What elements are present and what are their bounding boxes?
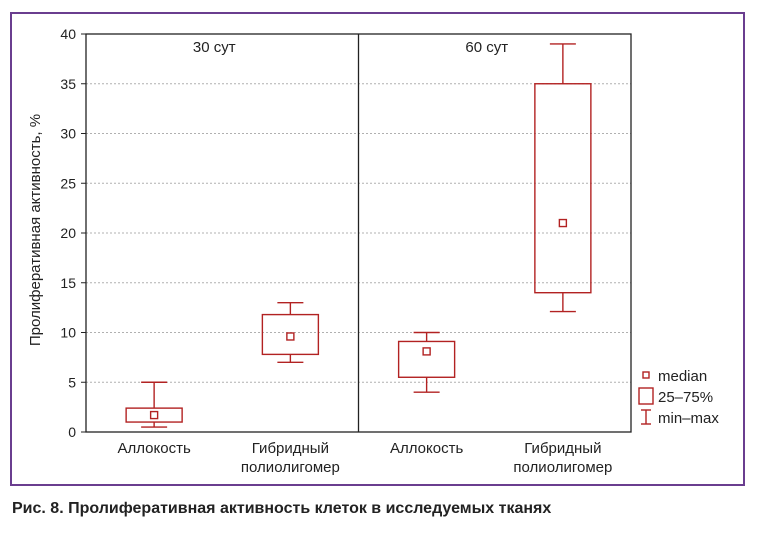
- legend-whisker-label: min–max: [658, 410, 719, 427]
- x-tick-label: Аллокость: [390, 440, 463, 457]
- iqr-box: [397, 340, 456, 378]
- y-tick-label: 15: [60, 275, 76, 291]
- iqr-box: [261, 313, 320, 356]
- median-marker: [286, 332, 295, 341]
- y-tick-label: 40: [60, 26, 76, 42]
- iqr-box: [534, 83, 592, 294]
- x-tick-label: Гибридный: [252, 440, 329, 457]
- y-tick-label: 0: [68, 424, 76, 440]
- median-marker: [149, 410, 159, 420]
- y-tick-label: 25: [60, 175, 76, 191]
- figure-caption: Рис. 8. Пролиферативная активность клето…: [12, 500, 552, 517]
- legend-box-label: 25–75%: [658, 389, 713, 406]
- legend-median-label: median: [658, 368, 707, 385]
- panel-title: 60 сут: [465, 39, 508, 56]
- legend-box-symbol: [638, 387, 654, 405]
- x-tick-label: полиолигомер: [241, 459, 340, 476]
- y-tick-label: 35: [60, 76, 76, 92]
- x-tick-label: Гибридный: [524, 440, 601, 457]
- y-tick-label: 5: [68, 374, 76, 390]
- figure-frame: [10, 12, 745, 486]
- boxplot-chart: 30 сут 60 сут 0 5 10 15 20 25 30 35 40 Аллокость Ги…: [27, 26, 719, 476]
- y-axis-label: Пролиферативная активность, %: [27, 114, 44, 346]
- x-tick-label: Аллокость: [117, 440, 190, 457]
- panel-title: 30 сут: [193, 39, 236, 56]
- median-marker: [422, 347, 431, 356]
- x-tick-label: полиолигомер: [513, 459, 612, 476]
- iqr-box: [125, 407, 183, 423]
- y-tick-label: 20: [60, 225, 76, 241]
- y-tick-label: 10: [60, 325, 76, 341]
- legend-median-symbol: [642, 371, 650, 379]
- median-marker: [558, 218, 568, 228]
- y-tick-label: 30: [60, 126, 76, 142]
